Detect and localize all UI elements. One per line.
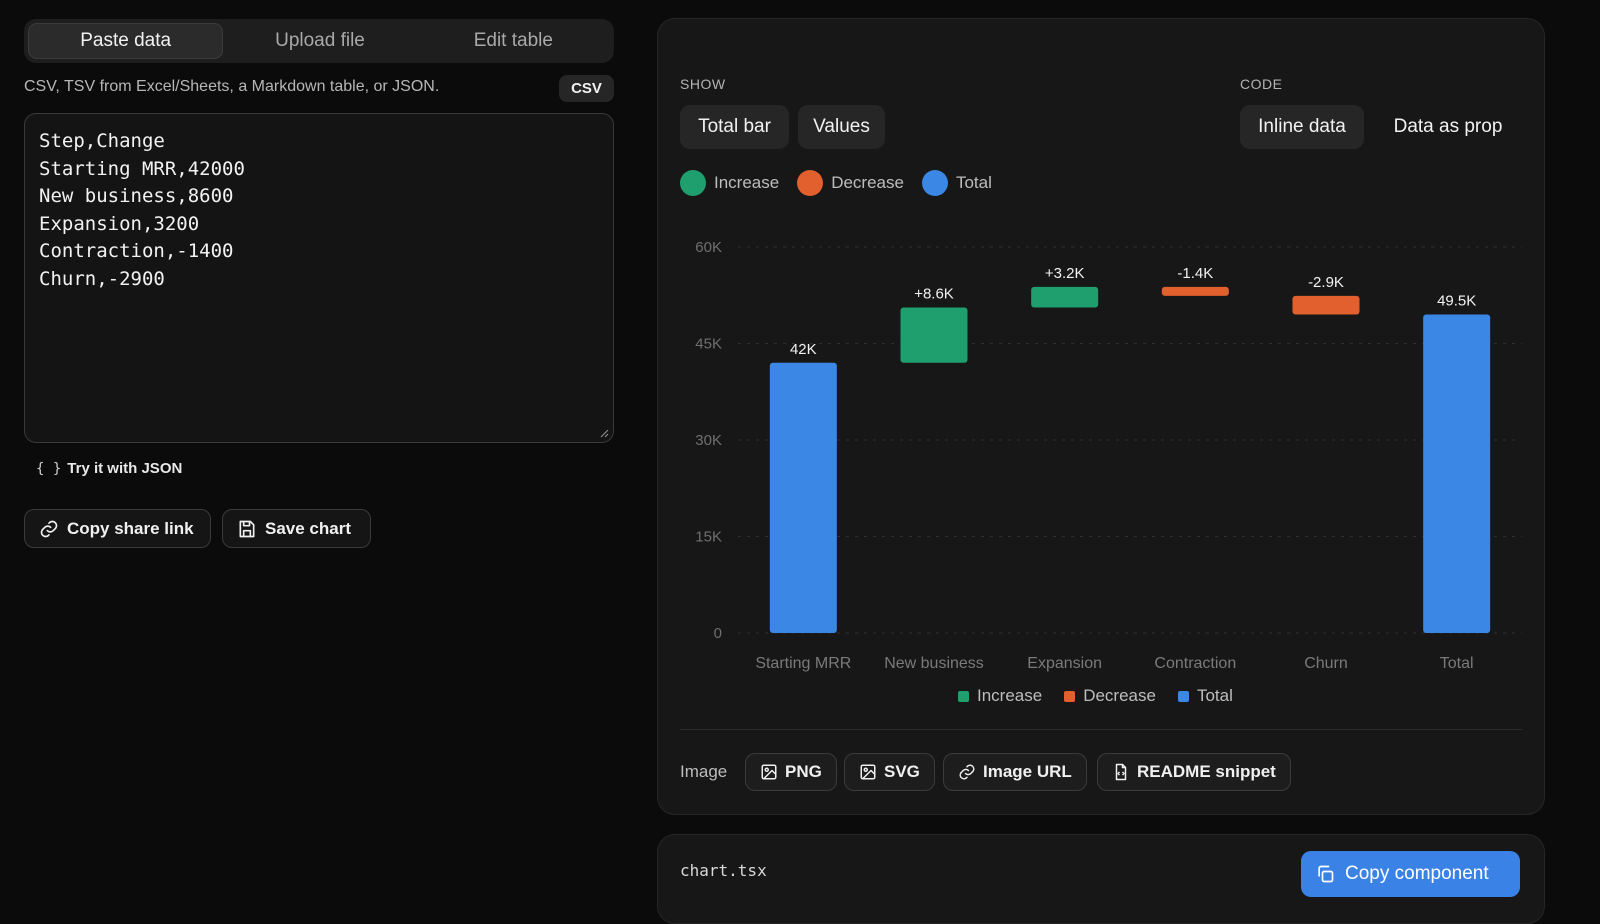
image-url-label: Image URL: [983, 762, 1072, 781]
y-tick-label: 30K: [695, 432, 722, 449]
bar-increase: [900, 307, 968, 363]
input-format-hint: CSV, TSV from Excel/Sheets, a Markdown t…: [24, 78, 440, 95]
y-tick-label: 0: [714, 625, 722, 642]
input-mode-tabs: Paste data Upload file Edit table: [24, 19, 614, 63]
braces-icon: { }: [36, 460, 62, 477]
link-icon: [40, 520, 58, 537]
legend-label: Decrease: [1083, 686, 1156, 705]
code-filename: chart.tsx: [680, 861, 767, 880]
legend-top: Increase Decrease Total: [680, 170, 992, 196]
bar-decrease: [1292, 295, 1360, 315]
legend-bottom-increase: Increase: [958, 686, 1042, 706]
data-textarea-content: Step,Change Starting MRR,42000 New busin…: [39, 130, 245, 290]
increase-swatch: [680, 170, 706, 196]
x-tick-label: Contraction: [1154, 655, 1236, 672]
value-label: +8.6K: [914, 285, 954, 302]
image-icon: [860, 764, 876, 780]
decrease-square: [1064, 690, 1076, 702]
y-tick-label: 45K: [695, 336, 722, 353]
legend-bottom-decrease: Decrease: [1064, 686, 1156, 706]
value-label: 42K: [790, 341, 817, 358]
try-json-label: Try it with JSON: [67, 460, 183, 477]
total-swatch: [921, 170, 948, 196]
x-tick-label: Churn: [1304, 655, 1348, 672]
readme-snippet-button[interactable]: README snippet: [1097, 753, 1291, 791]
bar-increase: [1031, 286, 1099, 308]
link-icon: [959, 764, 975, 780]
x-tick-label: Expansion: [1027, 655, 1102, 672]
format-badge: CSV: [559, 75, 614, 102]
bar-total: [1423, 314, 1491, 633]
value-label: -1.4K: [1177, 265, 1213, 282]
try-json-link[interactable]: { } Try it with JSON: [36, 460, 182, 477]
x-tick-label: New business: [884, 655, 984, 672]
y-tick-label: 15K: [695, 529, 722, 546]
code-section-label: CODE: [1240, 76, 1283, 92]
copy-component-label: Copy component: [1345, 863, 1489, 884]
data-textarea[interactable]: Step,Change Starting MRR,42000 New busin…: [24, 113, 614, 443]
toggle-total-bar[interactable]: Total bar: [680, 105, 789, 149]
copy-icon: [1318, 865, 1334, 883]
increase-square: [958, 690, 969, 702]
tab-paste-data[interactable]: Paste data: [28, 23, 224, 59]
code-option-inline-data[interactable]: Inline data: [1240, 105, 1364, 149]
tab-upload-file[interactable]: Upload file: [275, 30, 365, 51]
divider: [680, 729, 1522, 730]
legend-bottom-total: Total: [1177, 686, 1233, 706]
code-option-data-as-prop[interactable]: Data as prop: [1393, 116, 1503, 137]
legend-label: Total: [1196, 686, 1233, 705]
legend-label: Total: [955, 173, 992, 192]
image-export-label: Image: [680, 762, 728, 781]
export-png-label: PNG: [785, 762, 822, 781]
tab-edit-table[interactable]: Edit table: [473, 30, 553, 51]
bar-total: [769, 362, 837, 633]
save-chart-button[interactable]: Save chart: [222, 509, 371, 548]
legend-top-total[interactable]: Total: [921, 170, 992, 196]
legend-label: Increase: [977, 686, 1043, 705]
copy-share-link-button[interactable]: Copy share link: [24, 509, 211, 548]
value-label: 49.5K: [1437, 293, 1476, 310]
legend-bottom: Increase Decrease Total: [958, 686, 1233, 706]
save-chart-label: Save chart: [265, 518, 351, 538]
readme-snippet-label: README snippet: [1137, 762, 1276, 781]
legend-top-increase[interactable]: Increase: [680, 170, 779, 196]
x-tick-label: Total: [1440, 655, 1474, 672]
decrease-swatch: [797, 170, 824, 196]
image-url-button[interactable]: Image URL: [943, 753, 1087, 791]
legend-label: Decrease: [831, 173, 904, 192]
resize-handle-icon[interactable]: [599, 428, 609, 438]
copy-component-button[interactable]: Copy component: [1301, 851, 1520, 897]
export-png-button[interactable]: PNG: [745, 753, 837, 791]
legend-label: Increase: [714, 173, 780, 192]
save-icon: [239, 520, 255, 537]
export-svg-label: SVG: [884, 762, 920, 781]
total-square: [1177, 690, 1189, 702]
toggle-values[interactable]: Values: [798, 105, 885, 149]
value-label: -2.9K: [1308, 274, 1344, 291]
waterfall-chart: 0 15K 30K 45K 60K 42K Starting MRR +8.6K New bus…: [695, 239, 1522, 672]
file-code-icon: [1115, 763, 1127, 781]
bar-decrease: [1161, 286, 1229, 296]
image-icon: [761, 764, 777, 780]
show-section-label: SHOW: [680, 76, 726, 92]
value-label: +3.2K: [1045, 265, 1085, 282]
legend-top-decrease[interactable]: Decrease: [797, 170, 904, 196]
y-tick-label: 60K: [695, 239, 722, 256]
export-svg-button[interactable]: SVG: [844, 753, 935, 791]
x-tick-label: Starting MRR: [755, 655, 851, 672]
copy-share-link-label: Copy share link: [67, 518, 194, 538]
